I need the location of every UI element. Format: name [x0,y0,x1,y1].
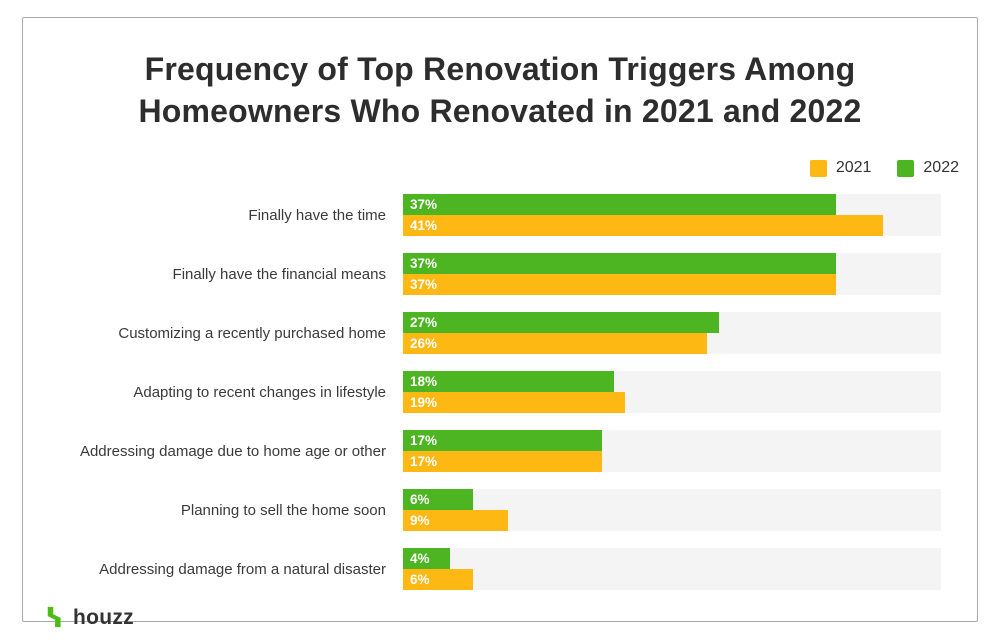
chart-card: Frequency of Top Renovation Triggers Amo… [22,17,978,628]
bar-2021: 26% [403,333,708,354]
bar-2022: 37% [403,253,836,274]
legend-label-2021: 2021 [835,159,872,176]
houzz-logo-text: houzz [73,606,134,629]
bar-2021: 41% [403,215,883,236]
category-label: Customizing a recently purchased home [118,324,386,342]
bar-2021: 6% [403,569,474,590]
bar-value-label: 37% [410,277,438,292]
bar-value-label: 37% [410,256,438,271]
row-background-band: 18% 19% [403,371,941,413]
bar-value-label: 17% [410,454,438,469]
bar-value-label: 41% [410,218,438,233]
chart-row: Addressing damage from a natural disaste… [23,548,977,590]
row-background-band: 6% 9% [403,489,941,531]
row-background-band: 27% 26% [403,312,941,354]
bar-2022: 27% [403,312,719,333]
chart-row: Adapting to recent changes in lifestyle 1… [23,371,977,413]
chart-title-line2: Homeowners Who Renovated in 2021 and 202… [138,93,862,130]
category-label: Addressing damage due to home age or oth… [79,442,386,460]
bar-chart: Finally have the time 37% 41% Finally have … [23,194,977,607]
row-background-band: 17% 17% [403,430,941,472]
legend-item-2022: 2022 [897,159,959,177]
row-background-band: 37% 37% [403,253,941,295]
bar-value-label: 17% [410,433,438,448]
category-label: Adapting to recent changes in lifestyle [133,383,386,401]
bar-value-label: 18% [410,374,438,389]
category-label: Planning to sell the home soon [180,501,386,519]
row-background-band: 37% 41% [403,194,941,236]
bar-value-label: 27% [410,315,438,330]
bar-2022: 37% [403,194,836,215]
bar-2022: 6% [403,489,474,510]
row-background-band: 4% 6% [403,548,941,590]
houzz-house-icon [47,606,61,628]
bar-value-label: 6% [410,572,430,587]
bar-2022: 4% [403,548,450,569]
legend-swatch-2021 [809,159,827,177]
chart-title: Frequency of Top Renovation Triggers Amo… [23,48,977,132]
chart-title-line1: Frequency of Top Renovation Triggers Amo… [144,51,856,87]
bar-value-label: 26% [410,336,438,351]
houzz-logo: houzz [45,606,134,628]
bar-value-label: 37% [410,197,438,212]
bar-2022: 17% [403,430,602,451]
chart-row: Customizing a recently purchased home 27%… [23,312,977,354]
legend-item-2021: 2021 [809,159,872,177]
chart-row: Planning to sell the home soon 6% 9% [23,489,977,531]
category-label: Finally have the financial means [172,265,386,283]
bar-2021: 9% [403,510,509,531]
legend: 2021 2022 [809,159,959,177]
bar-value-label: 6% [410,492,430,507]
bar-2021: 17% [403,451,602,472]
bar-value-label: 19% [410,395,438,410]
bar-value-label: 9% [410,513,430,528]
chart-row: Finally have the time 37% 41% [23,194,977,236]
bar-2021: 37% [403,274,836,295]
chart-row: Finally have the financial means 37% 37% [23,253,977,295]
category-label: Finally have the time [248,206,386,224]
legend-swatch-2022 [897,159,915,177]
bar-2021: 19% [403,392,626,413]
category-label: Addressing damage from a natural disaste… [99,560,386,578]
bar-2022: 18% [403,371,614,392]
legend-label-2022: 2022 [923,159,959,176]
bar-value-label: 4% [410,551,430,566]
chart-row: Addressing damage due to home age or oth… [23,430,977,472]
